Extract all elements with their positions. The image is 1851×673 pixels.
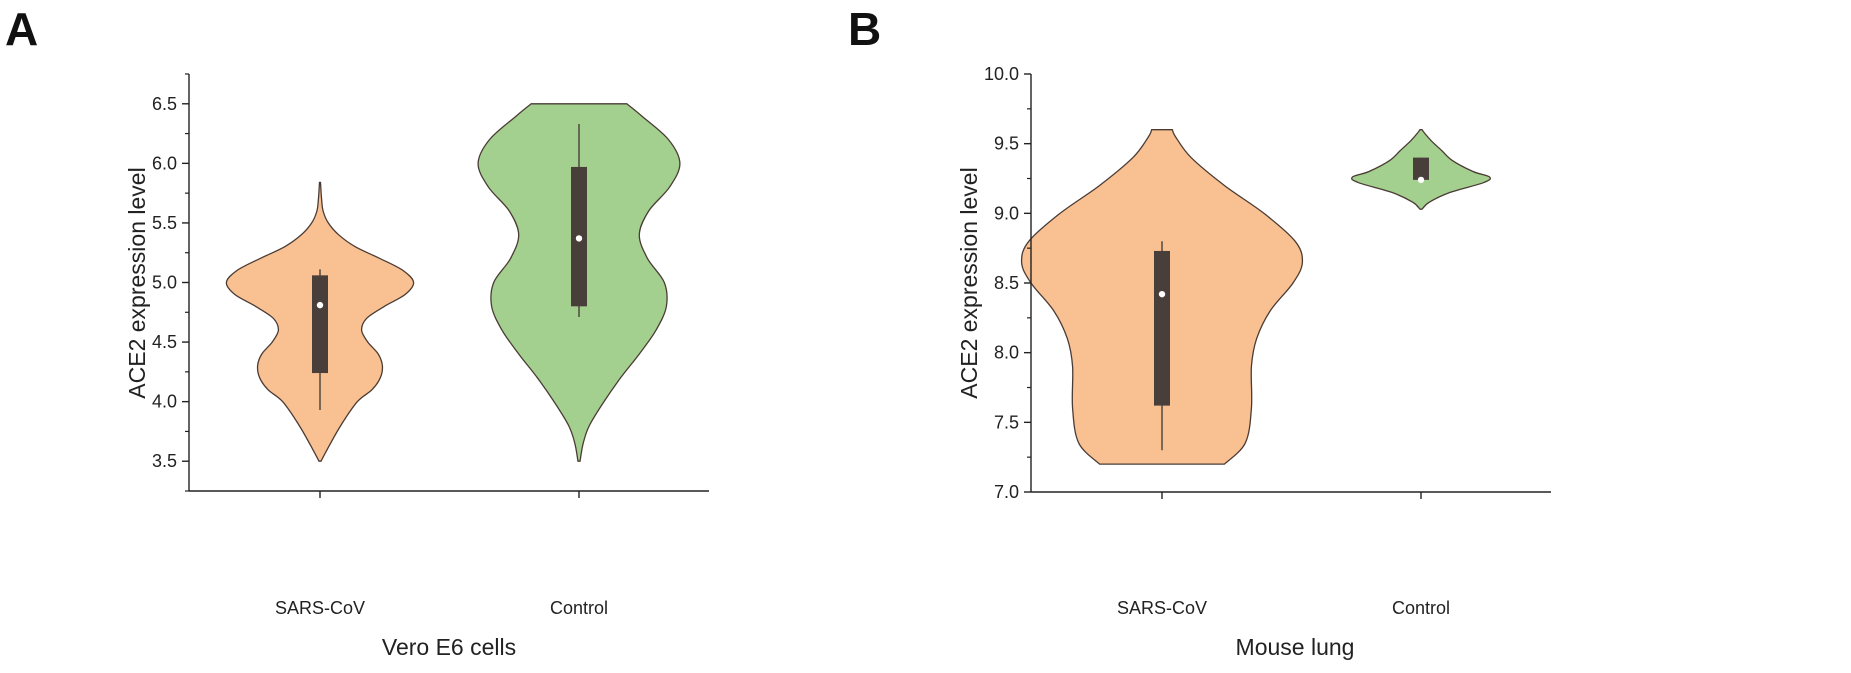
panel-a-plot: 3.5 4.0 4.5 5.0 5.5 6.0 6.5 [152, 73, 709, 498]
panel-b-violin-control-median-point [1417, 176, 1425, 184]
panel-b-violin-sars-iqr-box [1154, 250, 1170, 406]
panel-a-letter: A [5, 3, 38, 55]
panel-b-ytick-label: 7.0 [994, 482, 1019, 502]
panel-a-violin-sars-iqr-box [312, 275, 328, 374]
panel-a-ytick-label: 5.5 [152, 213, 177, 233]
panel-a-ytick-label: 6.5 [152, 94, 177, 114]
panel-a-ytick-label: 4.5 [152, 332, 177, 352]
panel-b-xtick-sars: SARS-CoV [1117, 598, 1207, 618]
panel-b: B 7.0 7.5 8.0 8.5 9.0 9.5 10.0 SARS-CoV Contro… [848, 3, 1551, 660]
panel-a-xtick-control: Control [550, 598, 608, 618]
panel-a-ytick-label: 3.5 [152, 451, 177, 471]
panel-b-violin-control-iqr-box [1413, 157, 1429, 180]
panel-b-letter: B [848, 3, 881, 55]
panel-a-x-axis-title: Vero E6 cells [382, 634, 516, 660]
panel-a: A 3.5 4.0 4.5 5.0 5.5 6.0 6.5 SARS-CoV Control… [5, 3, 709, 660]
panel-a-ytick-label: 5.0 [152, 273, 177, 293]
panel-b-x-axis-title: Mouse lung [1236, 634, 1355, 660]
panel-b-ytick-label: 7.5 [994, 412, 1019, 432]
panel-a-violin-control-median-point [575, 235, 583, 242]
panel-b-ytick-label: 8.5 [994, 273, 1019, 293]
panel-a-xtick-sars: SARS-CoV [275, 598, 365, 618]
panel-b-ytick-label: 9.5 [994, 134, 1019, 154]
panel-a-ytick-label: 4.0 [152, 392, 177, 412]
panel-b-plot: 7.0 7.5 8.0 8.5 9.0 9.5 10.0 [984, 64, 1551, 502]
panel-b-xtick-control: Control [1392, 598, 1450, 618]
panel-b-y-axis-title: ACE2 expression level [956, 167, 982, 398]
panel-a-y-axis-title: ACE2 expression level [124, 167, 150, 398]
panel-a-ytick-label: 6.0 [152, 153, 177, 173]
panel-b-violin-sars-median-point [1158, 290, 1166, 298]
panel-a-violin-sars-median-point [316, 301, 324, 309]
panel-b-ytick-label: 9.0 [994, 203, 1019, 223]
panel-b-ytick-label: 10.0 [984, 64, 1019, 84]
panel-b-ytick-label: 8.0 [994, 343, 1019, 363]
